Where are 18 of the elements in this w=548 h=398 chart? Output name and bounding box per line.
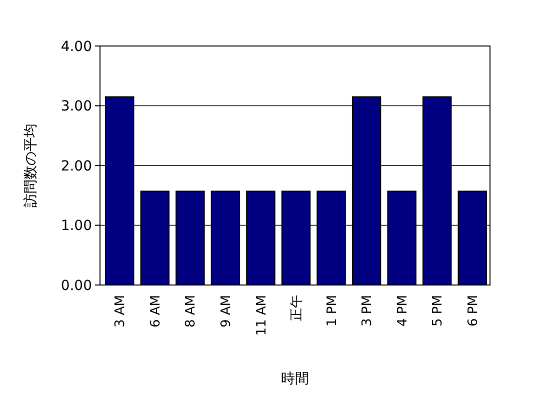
y-axis-title: 訪問数の平均	[22, 124, 39, 208]
x-tick-label: 6 AM	[148, 295, 164, 328]
x-tick-label: 1 PM	[324, 295, 340, 326]
y-tick-label: 2.00	[60, 158, 92, 174]
y-tick-label: 4.00	[60, 38, 92, 55]
x-tick-label: 6 PM	[466, 295, 481, 326]
y-tick-label: 3.00	[60, 98, 92, 115]
x-axis-title: 時間	[281, 371, 309, 387]
x-tick-label: 9 AM	[219, 295, 234, 328]
x-tick-label: 5 PM	[430, 295, 446, 326]
x-tick-label: 4 PM	[395, 295, 410, 326]
x-tick-label: 3 AM	[113, 295, 128, 328]
y-tick-label: 1.00	[60, 218, 92, 234]
x-tick-label: 8 AM	[184, 295, 199, 328]
x-tick-label: 正午	[290, 295, 305, 321]
x-tick-label: 3 PM	[360, 295, 376, 326]
x-tick-label: 11 AM	[254, 295, 270, 336]
y-tick-label: 0.00	[60, 278, 92, 294]
